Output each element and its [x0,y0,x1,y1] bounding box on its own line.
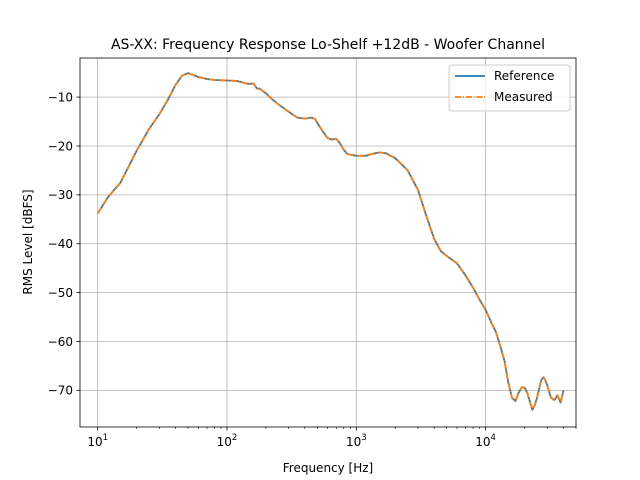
y-tick-label-1: −20 [48,139,73,153]
y-axis-label: RMS Level [dBFS] [21,189,35,294]
y-tick-label-0: −10 [48,90,73,104]
y-tick-label-2: −30 [48,188,73,202]
y-axis-ticks: −10 −20 −30 −40 −50 −60 −70 [48,90,80,398]
legend-label-reference: Reference [494,69,554,83]
legend-label-measured: Measured [494,90,553,104]
x-axis-label: Frequency [Hz] [283,461,374,475]
x-tick-label-2: 103 [346,433,367,449]
x-tick-label-3: 104 [475,433,496,449]
y-tick-label-3: −40 [48,237,73,251]
y-tick-label-4: −50 [48,286,73,300]
chart-title: AS-XX: Frequency Response Lo-Shelf +12dB… [111,37,545,53]
y-tick-label-5: −60 [48,335,73,349]
grid-lines [80,58,576,427]
plot-background [80,58,576,427]
legend: Reference Measured [448,64,571,112]
series-line-measured [96,72,565,411]
plot-frame [79,57,577,428]
x-tick-label-1: 102 [217,433,238,449]
x-axis-ticks: 101 102 103 104 [87,427,577,449]
x-tick-label-0: 101 [87,433,108,449]
series-layer [96,72,565,411]
y-tick-label-6: −70 [48,384,73,398]
